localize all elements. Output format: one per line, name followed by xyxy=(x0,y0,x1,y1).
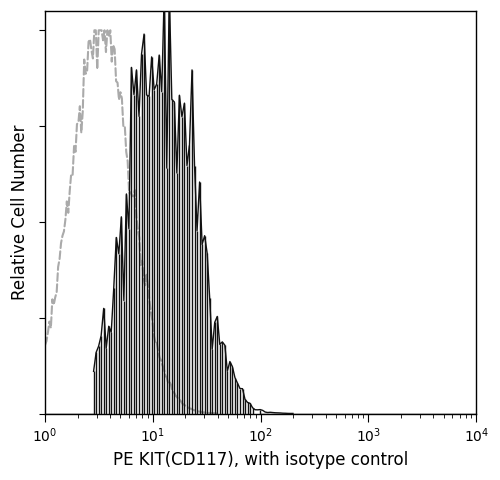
X-axis label: PE KIT(CD117), with isotype control: PE KIT(CD117), with isotype control xyxy=(113,451,408,469)
Y-axis label: Relative Cell Number: Relative Cell Number xyxy=(11,125,29,300)
